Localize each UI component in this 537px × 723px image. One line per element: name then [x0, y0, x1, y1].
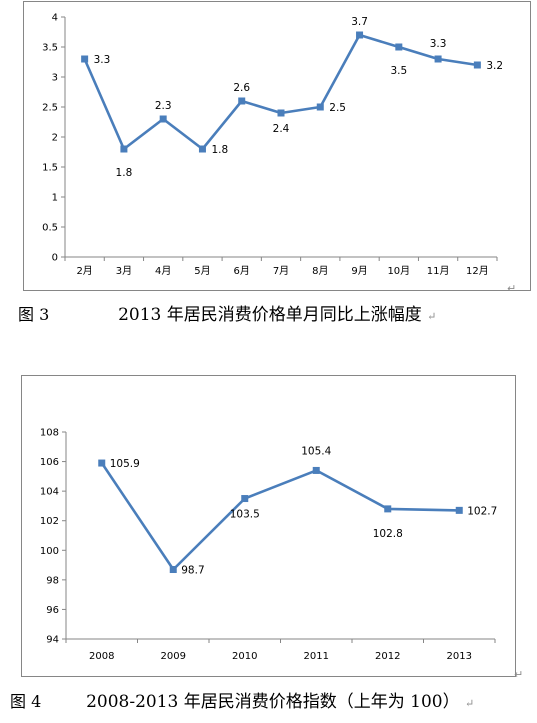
- y-tick-label: 106: [40, 457, 59, 468]
- x-tick-label: 12月: [466, 265, 489, 277]
- data-point: [98, 459, 106, 467]
- monthly-cpi-chart: 0 0.5 1 1.5 2 2.5 3 3.5 4 2月 3月 4月 5月 6月 7月 8月 9月 10月 11月 1…: [23, 1, 531, 291]
- x-tick-label: 2008: [89, 651, 114, 662]
- y-tick-label: 2.5: [42, 103, 58, 114]
- data-label: 3.3: [430, 38, 447, 50]
- data-label: 103.5: [230, 509, 260, 521]
- paragraph-mark: ↵: [427, 310, 437, 323]
- y-tick-label: 1.5: [42, 163, 58, 174]
- y-tick-label: 3: [52, 73, 58, 84]
- data-label: 105.4: [301, 445, 331, 457]
- data-point: [455, 506, 463, 514]
- x-tick-label: 10月: [387, 265, 410, 277]
- y-tick-label: 2: [52, 133, 58, 144]
- y-tick-label: 102: [40, 516, 59, 527]
- chart-border: [21, 375, 516, 677]
- data-label: 102.7: [467, 505, 497, 517]
- chart-border: [23, 1, 531, 291]
- annual-cpi-index-chart: 94 96 98 100 102 104 106 108 2008 2009 2010 2011 201…: [21, 375, 516, 677]
- y-tick-label: 0.5: [42, 223, 58, 234]
- figure-4-label: 图 4: [10, 692, 42, 711]
- data-label: 2.5: [329, 102, 346, 114]
- data-label: 1.8: [116, 167, 133, 179]
- x-tick-label: 2013: [447, 651, 472, 662]
- x-tick-label: 6月: [234, 265, 250, 277]
- data-point: [434, 55, 442, 63]
- data-point: [198, 145, 206, 153]
- y-tick-label: 104: [40, 487, 59, 498]
- data-point: [395, 43, 403, 51]
- data-point: [277, 109, 285, 117]
- y-tick-label: 0: [52, 253, 58, 264]
- y-tick-label: 100: [40, 546, 59, 557]
- data-label: 102.8: [373, 528, 403, 540]
- data-point: [169, 566, 177, 574]
- data-point: [473, 61, 481, 69]
- x-tick-label: 2009: [161, 651, 186, 662]
- data-point: [159, 115, 167, 123]
- x-tick-label: 3月: [116, 265, 132, 277]
- data-label: 1.8: [211, 144, 228, 156]
- y-tick-label: 4: [52, 13, 58, 24]
- paragraph-mark: ↵: [507, 282, 517, 295]
- x-tick-label: 4月: [155, 265, 171, 277]
- x-tick-label: 2011: [304, 651, 329, 662]
- data-point: [81, 55, 89, 63]
- data-label: 3.2: [486, 60, 503, 72]
- y-tick-label: 96: [46, 605, 59, 616]
- data-point: [241, 495, 249, 503]
- data-point: [316, 103, 324, 111]
- y-tick-label: 1: [52, 193, 58, 204]
- series-line: [100, 462, 460, 571]
- x-tick-label: 8月: [312, 265, 328, 277]
- y-tick-label: 98: [46, 575, 59, 586]
- data-label: 105.9: [110, 458, 140, 470]
- data-label: 3.5: [390, 65, 407, 77]
- x-tick-label: 9月: [351, 265, 367, 277]
- data-point: [120, 145, 128, 153]
- data-label: 3.3: [94, 54, 111, 66]
- data-label: 2.3: [155, 100, 172, 112]
- data-point: [238, 97, 246, 105]
- y-tick-label: 94: [46, 635, 59, 646]
- data-point: [356, 31, 364, 39]
- data-label: 3.7: [351, 16, 368, 28]
- figure-3-caption-row: 图 3 2013 年居民消费价格单月同比上涨幅度 ↵: [18, 305, 436, 327]
- figure-3-caption: 2013 年居民消费价格单月同比上涨幅度: [118, 305, 422, 325]
- x-tick-label: 7月: [273, 265, 289, 277]
- data-point: [384, 505, 392, 513]
- paragraph-mark: ↵: [465, 697, 475, 710]
- x-tick-label: 11月: [427, 265, 450, 277]
- y-tick-label: 108: [40, 428, 59, 439]
- x-tick-label: 2月: [76, 265, 92, 277]
- data-label: 98.7: [181, 565, 204, 577]
- figure-4-caption-row: 图 4 2008-2013 年居民消费价格指数（上年为 100） ↵: [10, 692, 474, 714]
- x-tick-label: 5月: [194, 265, 210, 277]
- data-label: 2.4: [273, 123, 290, 135]
- x-tick-label: 2010: [232, 651, 257, 662]
- data-point: [312, 466, 320, 474]
- paragraph-mark: ↵: [514, 668, 524, 681]
- figure-3-label: 图 3: [18, 305, 50, 324]
- figure-4-caption: 2008-2013 年居民消费价格指数（上年为 100）: [86, 692, 460, 712]
- y-tick-label: 3.5: [42, 43, 58, 54]
- x-tick-label: 2012: [375, 651, 400, 662]
- data-label: 2.6: [233, 82, 250, 94]
